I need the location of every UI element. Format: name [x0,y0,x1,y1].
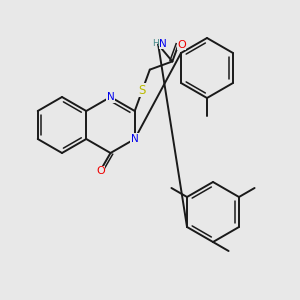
Text: O: O [96,166,105,176]
Text: N: N [159,39,167,49]
Text: N: N [131,134,139,144]
Text: H: H [152,39,159,48]
Text: N: N [106,92,114,102]
Text: S: S [139,84,146,97]
Text: O: O [177,40,186,50]
